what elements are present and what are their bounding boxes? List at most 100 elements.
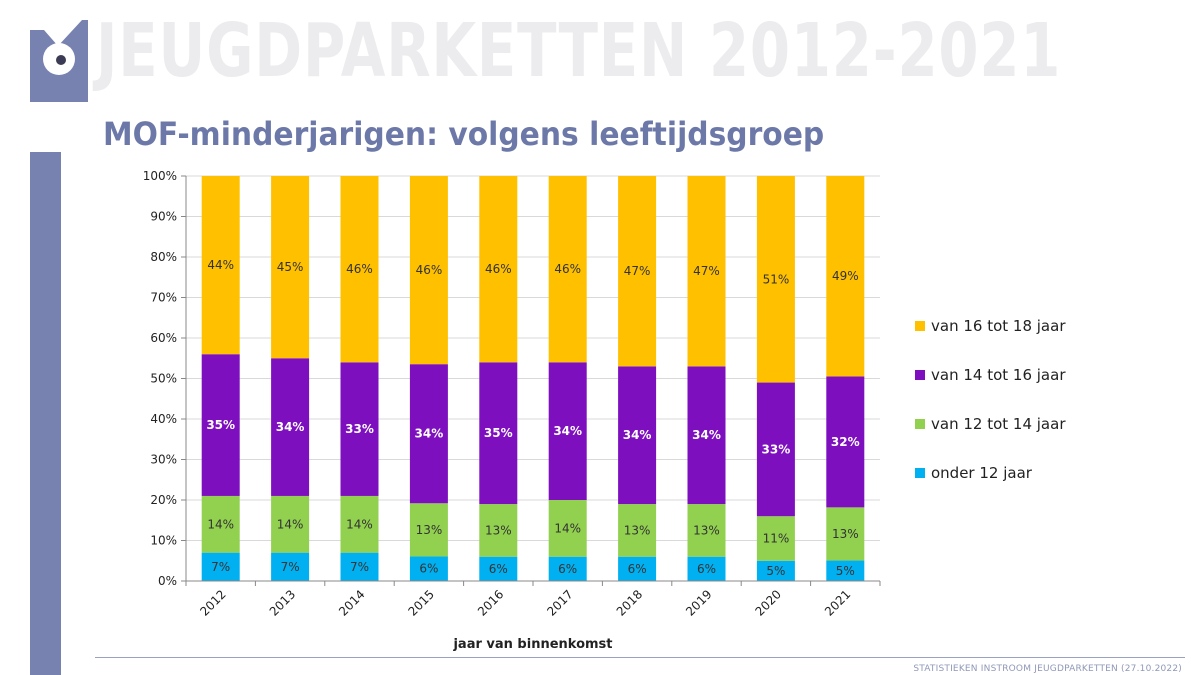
data-label: 13% bbox=[416, 523, 443, 537]
legend-item: van 14 tot 16 jaar bbox=[915, 366, 1066, 384]
bar-segment bbox=[826, 507, 865, 561]
y-tick-label: 60% bbox=[150, 331, 177, 345]
bar-segment bbox=[618, 504, 657, 557]
bar-group-2021: 5% 13% 32% 49% bbox=[826, 176, 865, 581]
bar-segment bbox=[687, 556, 726, 581]
bar-segment bbox=[479, 504, 518, 557]
bar-segment bbox=[409, 176, 448, 365]
y-tick-label: 40% bbox=[150, 412, 177, 426]
y-tick-label: 90% bbox=[150, 210, 177, 224]
watermark-title: JEUGDPARKETTEN 2012-2021 bbox=[96, 8, 1062, 94]
footer-divider bbox=[95, 657, 1185, 658]
data-label: 49% bbox=[832, 269, 859, 283]
data-label: 13% bbox=[485, 523, 512, 537]
logo-icon bbox=[30, 20, 88, 102]
data-label: 46% bbox=[346, 262, 373, 276]
bar-segment bbox=[548, 500, 587, 557]
y-tick-label: 0% bbox=[158, 574, 177, 588]
data-label: 46% bbox=[416, 263, 443, 277]
bar-group-2012: 7% 14% 35% 44% bbox=[201, 176, 240, 581]
bar-segment bbox=[548, 556, 587, 581]
data-label: 13% bbox=[693, 523, 720, 537]
bar-segment bbox=[271, 495, 310, 553]
legend-swatch bbox=[915, 321, 925, 331]
legend-label: van 14 tot 16 jaar bbox=[931, 366, 1066, 384]
data-label: 46% bbox=[554, 262, 581, 276]
x-tick-label: 2020 bbox=[753, 587, 784, 618]
bar-group-2020: 5% 11% 33% 51% bbox=[756, 176, 795, 581]
data-label: 47% bbox=[693, 264, 720, 278]
page-title: MOF-minderjarigen: volgens leeftijdsgroe… bbox=[103, 115, 825, 153]
bar-segment bbox=[340, 362, 379, 496]
x-tick-label: 2017 bbox=[544, 587, 575, 618]
data-label: 45% bbox=[277, 260, 304, 274]
data-label: 51% bbox=[763, 272, 790, 286]
data-label: 13% bbox=[624, 523, 651, 537]
y-tick-label: 70% bbox=[150, 291, 177, 305]
bar-segment bbox=[548, 362, 587, 500]
bar-group-2019: 6% 13% 34% 47% bbox=[687, 176, 726, 581]
data-label: 14% bbox=[554, 521, 581, 535]
bar-segment bbox=[201, 552, 240, 581]
chart-legend: van 16 tot 18 jaar van 14 tot 16 jaar van … bbox=[915, 317, 1066, 482]
bar-segment bbox=[340, 552, 379, 581]
bar-segment bbox=[409, 503, 448, 557]
bar-segment bbox=[687, 176, 726, 367]
bars: 7% 14% 35% 44% 7% 14% 34% 45% 7% 14% 33% 46% 6% 13% 34… bbox=[201, 176, 865, 581]
y-tick-label: 100% bbox=[143, 169, 177, 183]
y-axis: 0% 10% 20% 30% 40% 50% 60% 70% 80% 90% 100% bbox=[143, 169, 187, 588]
y-tick-label: 80% bbox=[150, 250, 177, 264]
bar-segment bbox=[826, 176, 865, 377]
data-label: 7% bbox=[281, 560, 300, 574]
bar-segment bbox=[826, 560, 865, 581]
bar-segment bbox=[618, 366, 657, 505]
bar-segment bbox=[271, 552, 310, 581]
data-label: 6% bbox=[697, 562, 716, 576]
data-label: 5% bbox=[766, 564, 785, 578]
data-label: 33% bbox=[345, 422, 374, 436]
bar-group-2017: 6% 14% 34% 46% bbox=[548, 176, 587, 581]
data-label: 44% bbox=[207, 258, 234, 272]
bar-segment bbox=[201, 495, 240, 553]
data-label: 5% bbox=[836, 564, 855, 578]
bar-group-2015: 6% 13% 34% 46% bbox=[409, 176, 448, 581]
x-tick-label: 2019 bbox=[683, 587, 714, 618]
data-label: 34% bbox=[276, 420, 305, 434]
bar-segment bbox=[409, 556, 448, 581]
x-tick-label: 2013 bbox=[267, 587, 298, 618]
data-label: 13% bbox=[832, 527, 859, 541]
bar-segment bbox=[479, 362, 518, 505]
bar-segment bbox=[201, 176, 240, 355]
legend-label: onder 12 jaar bbox=[931, 464, 1033, 482]
bar-segment bbox=[409, 364, 448, 504]
data-label: 7% bbox=[211, 560, 230, 574]
bar-segment bbox=[340, 176, 379, 363]
bar-segment bbox=[687, 366, 726, 505]
footer-text: STATISTIEKEN INSTROOM JEUGDPARKETTEN (27… bbox=[913, 664, 1182, 674]
y-tick-label: 50% bbox=[150, 372, 177, 386]
data-label: 34% bbox=[623, 428, 652, 442]
bar-segment bbox=[479, 556, 518, 581]
x-tick-label: 2012 bbox=[197, 587, 228, 618]
bar-segment bbox=[548, 176, 587, 363]
bar-segment bbox=[618, 556, 657, 581]
bar-group-2013: 7% 14% 34% 45% bbox=[271, 176, 310, 581]
accent-bar bbox=[30, 152, 61, 675]
data-label: 34% bbox=[692, 428, 721, 442]
data-label: 14% bbox=[346, 517, 373, 531]
legend-swatch bbox=[915, 419, 925, 429]
x-axis-label: jaar van binnenkomst bbox=[452, 637, 612, 652]
bar-segment bbox=[479, 176, 518, 363]
bar-segment bbox=[271, 358, 310, 496]
x-tick-label: 2014 bbox=[336, 587, 367, 618]
legend-swatch bbox=[915, 370, 925, 380]
data-label: 46% bbox=[485, 262, 512, 276]
x-tick-label: 2016 bbox=[475, 587, 506, 618]
legend-label: van 16 tot 18 jaar bbox=[931, 317, 1066, 335]
y-tick-label: 10% bbox=[150, 534, 177, 548]
bar-segment bbox=[756, 560, 795, 581]
bar-group-2016: 6% 13% 35% 46% bbox=[479, 176, 518, 581]
bar-segment bbox=[201, 354, 240, 496]
bar-segment bbox=[340, 495, 379, 553]
